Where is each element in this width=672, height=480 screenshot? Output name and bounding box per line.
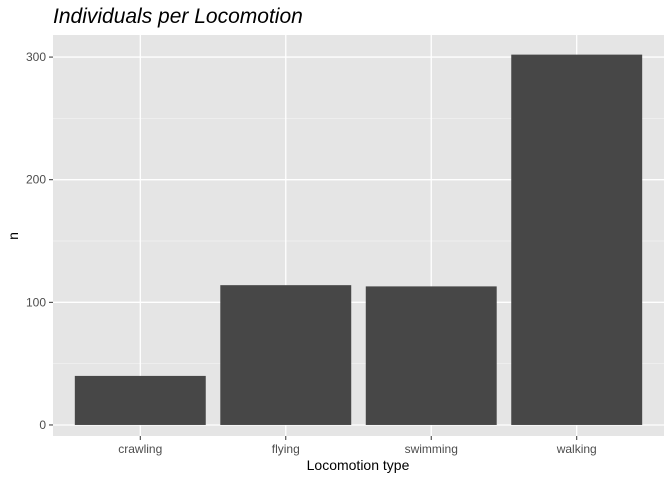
x-tick-label: crawling bbox=[118, 442, 162, 456]
x-tick-label: walking bbox=[556, 442, 597, 456]
bar-swimming bbox=[365, 286, 497, 425]
x-tick-label: flying bbox=[272, 442, 300, 456]
y-tick-label: 300 bbox=[26, 50, 46, 64]
bar-crawling bbox=[74, 375, 206, 425]
x-axis: crawling flying swimming walking bbox=[118, 436, 597, 456]
bar-walking bbox=[511, 54, 643, 425]
chart-title: Individuals per Locomotion bbox=[53, 5, 303, 28]
y-axis-title: n bbox=[5, 232, 21, 240]
bar-flying bbox=[220, 285, 352, 425]
y-axis: 0 100 200 300 bbox=[26, 50, 53, 432]
y-tick-label: 0 bbox=[39, 418, 46, 432]
x-axis-title: Locomotion type bbox=[307, 457, 410, 473]
x-tick-label: swimming bbox=[405, 442, 458, 456]
bars bbox=[74, 54, 643, 425]
y-tick-label: 100 bbox=[26, 295, 46, 309]
y-tick-label: 200 bbox=[26, 173, 46, 187]
